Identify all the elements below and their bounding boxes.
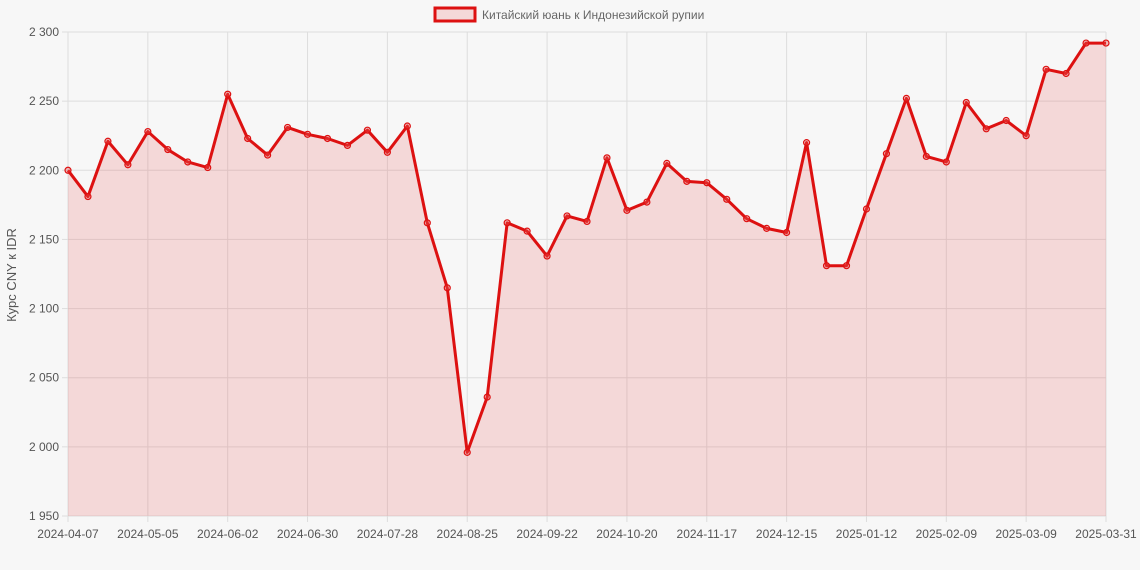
data-point[interactable] bbox=[224, 90, 232, 98]
data-point[interactable] bbox=[383, 148, 391, 156]
data-point[interactable] bbox=[1102, 39, 1110, 47]
x-tick-label: 2024-09-22 bbox=[516, 527, 578, 541]
data-point[interactable] bbox=[204, 163, 212, 172]
y-tick-label: 2 250 bbox=[29, 94, 59, 108]
y-tick-label: 2 100 bbox=[29, 302, 59, 316]
area-fill bbox=[68, 43, 1106, 516]
data-point[interactable] bbox=[1022, 132, 1030, 140]
data-point[interactable] bbox=[563, 212, 571, 220]
data-point[interactable] bbox=[882, 150, 891, 158]
y-axis-ticks: 1 950 2 000 2 050 2 100 2 150 2 200 2 250 2 300 bbox=[29, 25, 59, 523]
legend[interactable]: Китайский юань к Индонезийской рупии bbox=[433, 6, 704, 23]
data-point[interactable] bbox=[862, 205, 871, 213]
data-point[interactable] bbox=[1002, 116, 1010, 125]
data-point[interactable] bbox=[1082, 39, 1090, 47]
data-point[interactable] bbox=[783, 228, 791, 237]
x-tick-label: 2024-04-07 bbox=[37, 527, 99, 541]
data-point[interactable] bbox=[323, 134, 332, 143]
data-point[interactable] bbox=[443, 284, 451, 292]
y-tick-label: 2 200 bbox=[29, 163, 59, 177]
data-point[interactable] bbox=[343, 141, 352, 149]
data-point[interactable] bbox=[603, 154, 611, 162]
x-tick-label: 2024-08-25 bbox=[437, 527, 499, 541]
y-tick-label: 1 950 bbox=[29, 509, 59, 523]
x-tick-label: 2024-07-28 bbox=[357, 527, 419, 541]
data-point[interactable] bbox=[363, 126, 372, 134]
data-point[interactable] bbox=[124, 161, 132, 169]
data-point[interactable] bbox=[403, 122, 411, 130]
legend-label[interactable]: Китайский юань к Индонезийской рупии bbox=[482, 8, 704, 22]
data-point[interactable] bbox=[583, 217, 591, 226]
data-point[interactable] bbox=[822, 262, 831, 270]
x-tick-label: 2025-02-09 bbox=[916, 527, 978, 541]
data-point[interactable] bbox=[703, 179, 711, 187]
data-point[interactable] bbox=[763, 224, 771, 232]
data-point[interactable] bbox=[104, 137, 112, 145]
data-point[interactable] bbox=[523, 227, 531, 235]
data-point[interactable] bbox=[543, 252, 551, 260]
data-point[interactable] bbox=[1042, 65, 1050, 73]
data-point[interactable] bbox=[1062, 69, 1070, 78]
y-tick-label: 2 150 bbox=[29, 232, 59, 246]
x-tick-label: 2024-11-17 bbox=[677, 527, 738, 541]
data-point[interactable] bbox=[423, 219, 431, 227]
y-tick-label: 2 050 bbox=[29, 371, 59, 385]
data-point[interactable] bbox=[643, 198, 651, 206]
data-point[interactable] bbox=[743, 215, 751, 223]
x-tick-label: 2025-03-31 bbox=[1075, 527, 1137, 541]
x-axis-ticks: 2024-04-07 2024-05-05 2024-06-02 2024-06-30… bbox=[37, 527, 1137, 541]
series-line-group bbox=[66, 41, 1106, 454]
data-point[interactable] bbox=[483, 393, 491, 401]
data-point[interactable] bbox=[84, 192, 92, 201]
x-tick-label: 2025-03-09 bbox=[995, 527, 1057, 541]
data-point[interactable] bbox=[303, 130, 312, 138]
data-point[interactable] bbox=[942, 158, 950, 166]
y-tick-label: 2 000 bbox=[29, 440, 59, 454]
data-point[interactable] bbox=[802, 139, 811, 147]
data-point[interactable] bbox=[463, 448, 471, 456]
x-tick-label: 2024-10-20 bbox=[596, 527, 658, 541]
data-point[interactable] bbox=[264, 151, 272, 159]
y-tick-label: 2 300 bbox=[29, 25, 59, 39]
y-axis-title: Курс CNY к IDR bbox=[4, 228, 19, 322]
data-point[interactable] bbox=[842, 262, 851, 270]
data-point[interactable] bbox=[283, 123, 292, 132]
legend-swatch[interactable] bbox=[433, 6, 477, 23]
series-line bbox=[66, 41, 1106, 454]
data-points-group bbox=[64, 39, 1110, 456]
data-point[interactable] bbox=[64, 166, 72, 174]
data-point[interactable] bbox=[922, 152, 930, 161]
data-point[interactable] bbox=[503, 219, 511, 227]
area-fill-group bbox=[68, 43, 1106, 516]
x-tick-label: 2024-05-05 bbox=[117, 527, 179, 541]
data-point[interactable] bbox=[723, 195, 731, 203]
data-point[interactable] bbox=[164, 145, 172, 154]
data-point[interactable] bbox=[244, 134, 252, 143]
x-tick-label: 2024-06-30 bbox=[277, 527, 339, 541]
x-tick-label: 2024-12-15 bbox=[756, 527, 818, 541]
data-point[interactable] bbox=[663, 159, 671, 167]
data-point[interactable] bbox=[623, 206, 631, 214]
x-tick-label: 2024-06-02 bbox=[197, 527, 259, 541]
data-point[interactable] bbox=[184, 158, 192, 166]
data-point[interactable] bbox=[902, 94, 910, 102]
data-point[interactable] bbox=[982, 125, 990, 133]
data-point[interactable] bbox=[144, 127, 152, 136]
data-point[interactable] bbox=[683, 177, 691, 185]
x-tick-label: 2025-01-12 bbox=[836, 527, 898, 541]
data-point[interactable] bbox=[962, 98, 970, 107]
